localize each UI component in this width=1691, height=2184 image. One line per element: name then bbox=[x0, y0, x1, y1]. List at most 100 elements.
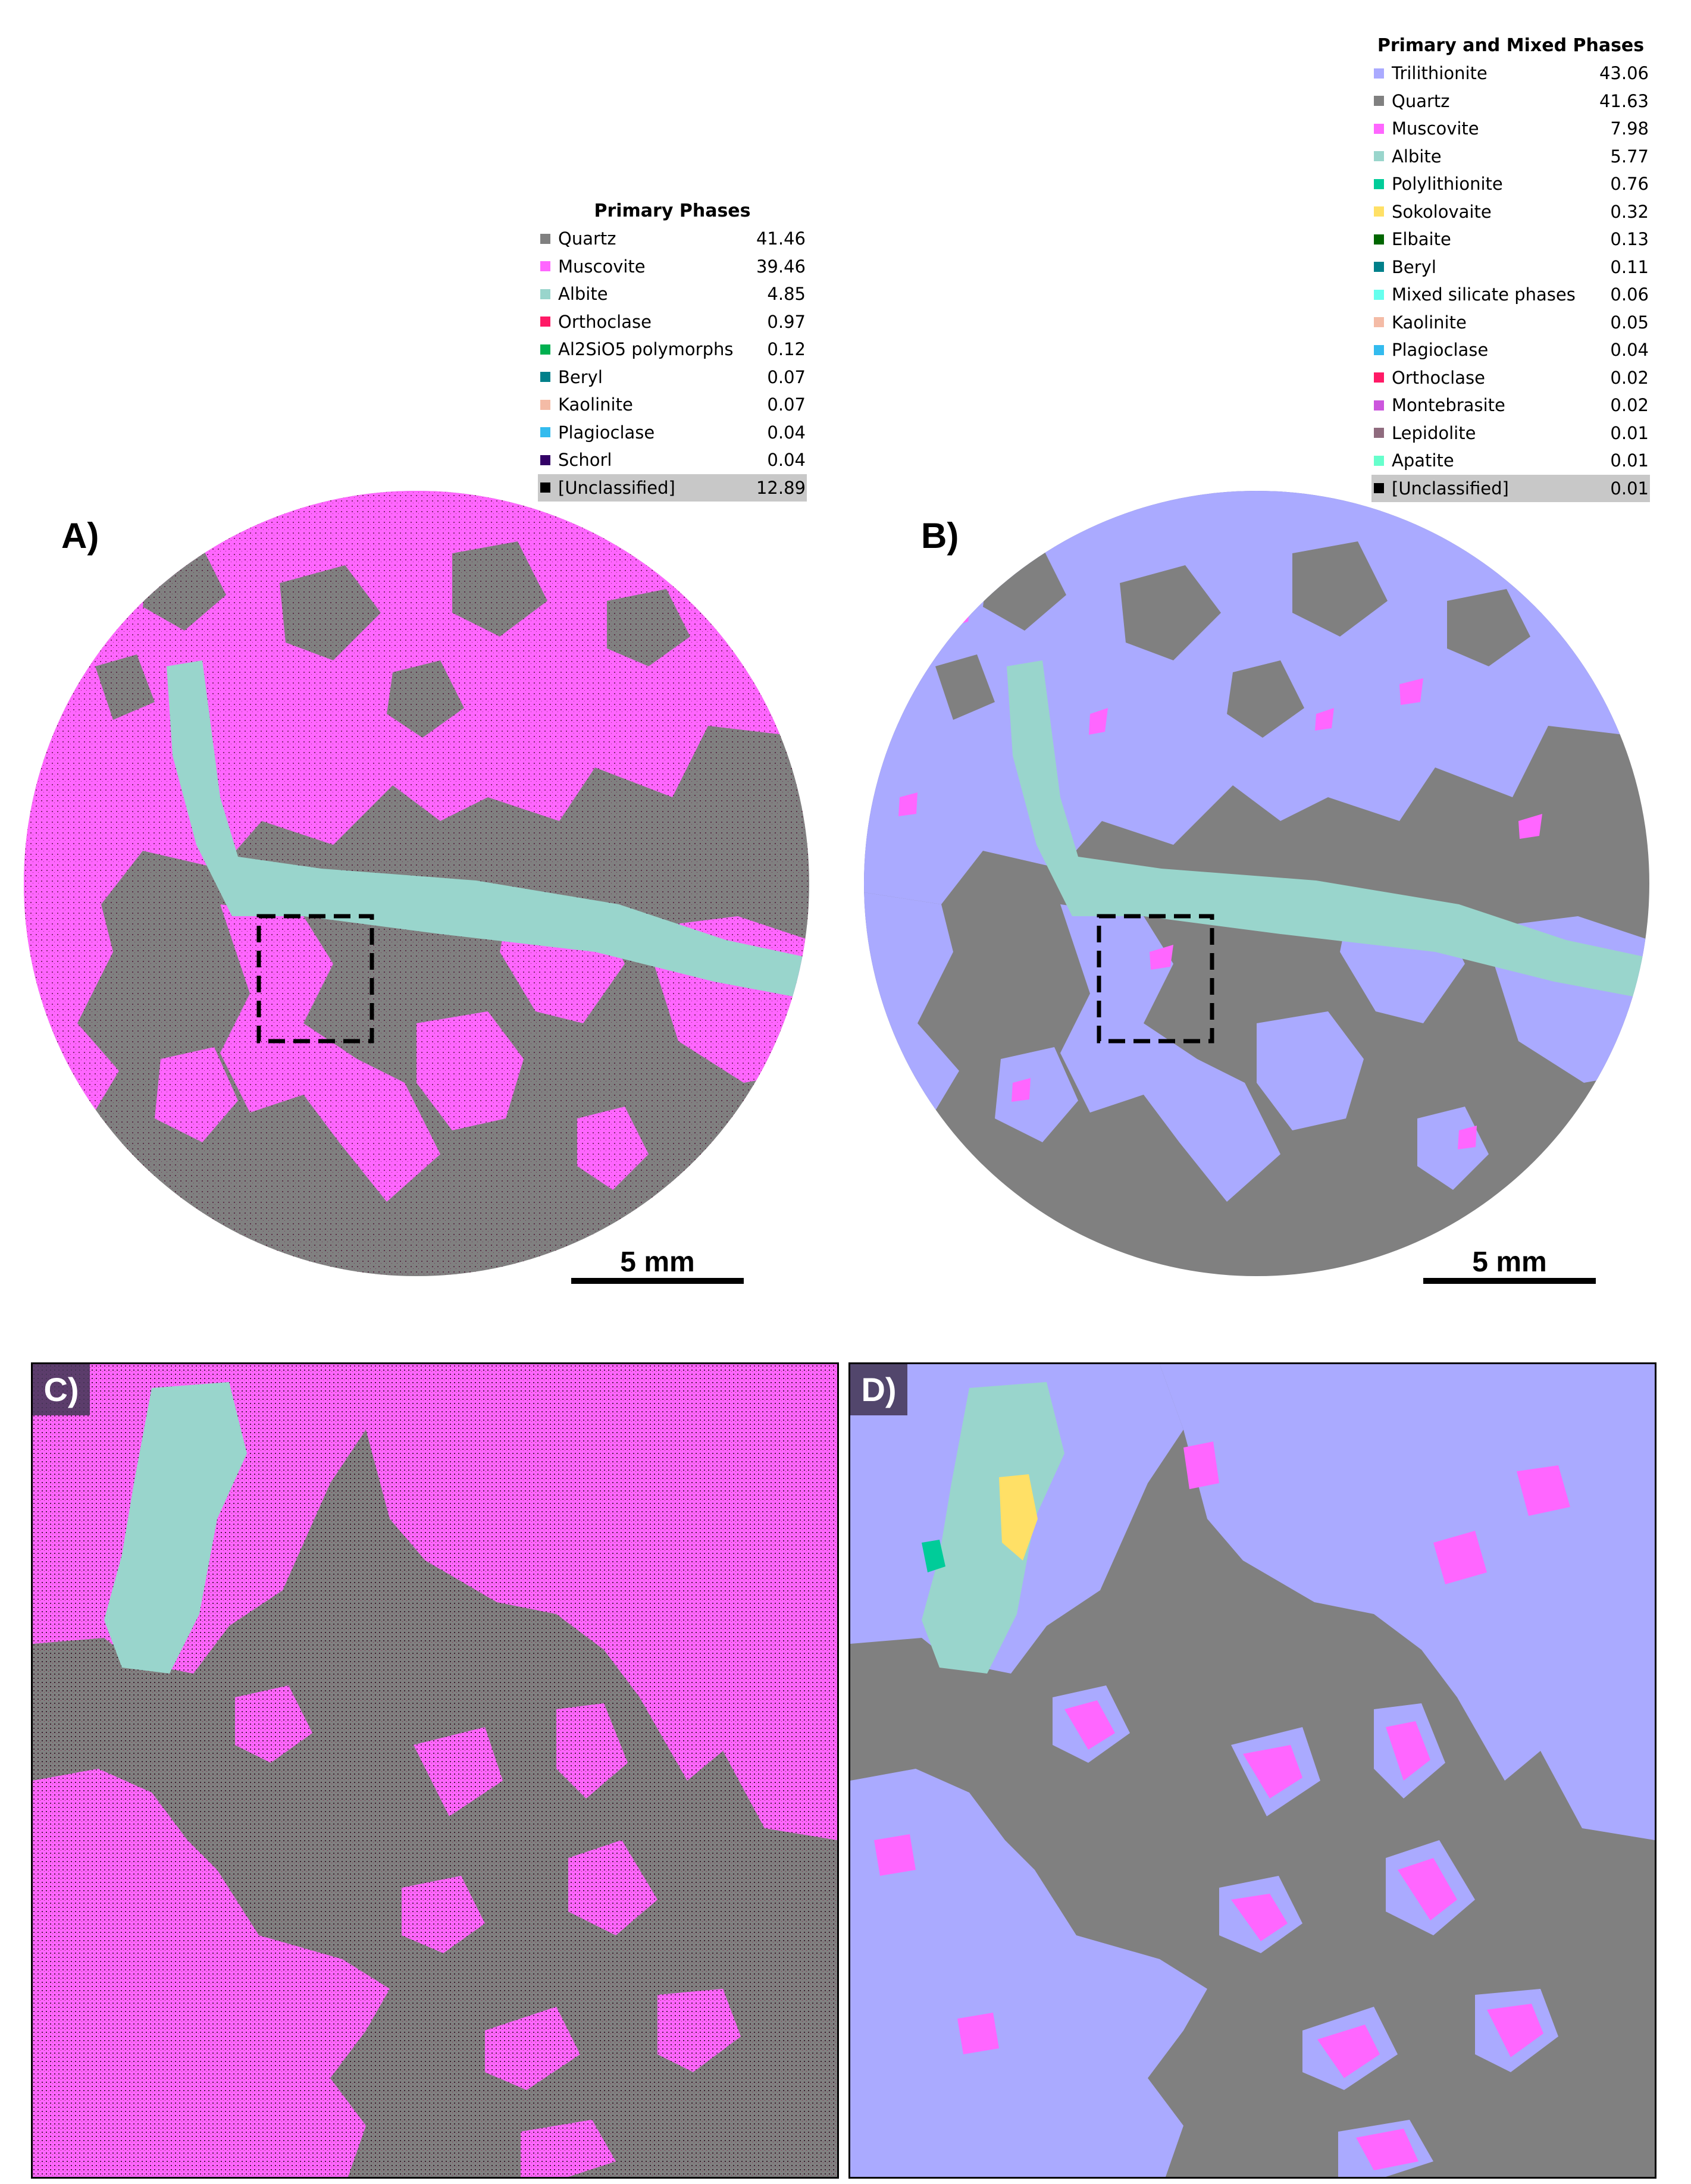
panel-label-d: D) bbox=[850, 1364, 907, 1415]
legend-swatch bbox=[1374, 483, 1384, 494]
legend-item-value: 41.46 bbox=[756, 228, 806, 249]
legend-item: Apatite 0.01 bbox=[1371, 447, 1650, 475]
legend-item: Montebrasite 0.02 bbox=[1371, 391, 1650, 419]
albite-vein bbox=[1007, 660, 1649, 999]
zoom-box-a bbox=[256, 914, 374, 1044]
legend-item: Al2SiO5 polymorphs 0.12 bbox=[538, 336, 807, 364]
phase-map-b bbox=[864, 491, 1649, 1276]
legend-item-name: Quartz bbox=[1392, 90, 1450, 111]
legend-item: Kaolinite 0.05 bbox=[1371, 309, 1650, 337]
legend-item-value: 0.97 bbox=[767, 311, 806, 332]
legend-item-name: Kaolinite bbox=[558, 394, 633, 415]
panel-label-c: C) bbox=[33, 1364, 90, 1415]
legend-item-name: Muscovite bbox=[558, 256, 646, 277]
legend-item-name: Lepidolite bbox=[1392, 422, 1476, 443]
legend-swatch bbox=[1374, 344, 1384, 355]
legend-item-name: [Unclassified] bbox=[558, 477, 675, 498]
legend-item-value: 43.06 bbox=[1599, 63, 1649, 83]
legend-swatch bbox=[1374, 68, 1384, 79]
legend-swatch bbox=[1374, 178, 1384, 189]
legend-item-value: 0.01 bbox=[1610, 422, 1649, 443]
legend-mixed-phases: Primary and Mixed Phases Trilithionite 43… bbox=[1371, 32, 1650, 502]
legend-item: Schorl 0.04 bbox=[538, 446, 807, 474]
legend-item-value: 0.05 bbox=[1610, 312, 1649, 333]
legend-swatch bbox=[540, 399, 550, 410]
legend-item: Muscovite 39.46 bbox=[538, 253, 807, 281]
legend-swatch bbox=[540, 289, 550, 299]
legend-item-name: Schorl bbox=[558, 450, 612, 470]
legend-item-name: Elbaite bbox=[1392, 229, 1451, 249]
legend-item: Lepidolite 0.01 bbox=[1371, 419, 1650, 447]
legend-swatch bbox=[1374, 234, 1384, 245]
legend-swatch bbox=[1374, 123, 1384, 134]
legend-item-value: 12.89 bbox=[756, 477, 806, 498]
scale-bar-line bbox=[1423, 1278, 1596, 1284]
legend-swatch bbox=[1374, 455, 1384, 466]
zoom-map-d bbox=[850, 1364, 1655, 2177]
legend-title: Primary Phases bbox=[594, 200, 751, 221]
legend-item-name: Montebrasite bbox=[1392, 395, 1505, 415]
legend-item-name: Albite bbox=[1392, 146, 1442, 167]
sokolovaite-grain bbox=[999, 1474, 1038, 1561]
legend-item-value: 0.01 bbox=[1610, 478, 1649, 499]
legend-swatch bbox=[1374, 317, 1384, 328]
legend-swatch bbox=[1374, 428, 1384, 438]
albite-grain bbox=[922, 1382, 1064, 1674]
muscovite-flakes bbox=[898, 601, 1615, 1149]
legend-item-value: 0.04 bbox=[767, 450, 806, 470]
legend-item: Plagioclase 0.04 bbox=[538, 419, 807, 447]
albite-grain bbox=[104, 1382, 247, 1674]
legend-item-value: 0.12 bbox=[767, 339, 806, 359]
legend-item: Trilithionite 43.06 bbox=[1371, 59, 1650, 87]
legend-item-value: 0.32 bbox=[1610, 201, 1649, 222]
legend-swatch bbox=[1374, 262, 1384, 272]
panel-label-a: A) bbox=[61, 516, 99, 556]
legend-item: Elbaite 0.13 bbox=[1371, 225, 1650, 253]
legend-item-name: Quartz bbox=[558, 228, 616, 249]
legend-rows: Trilithionite 43.06 Quartz 41.63 Muscovite 7.… bbox=[1371, 59, 1650, 502]
legend-item: Plagioclase 0.04 bbox=[1371, 336, 1650, 364]
legend-swatch bbox=[1374, 289, 1384, 300]
legend-item-name: Apatite bbox=[1392, 450, 1454, 471]
legend-item: Orthoclase 0.97 bbox=[538, 308, 807, 336]
legend-swatch bbox=[1374, 400, 1384, 411]
legend-swatch bbox=[540, 261, 550, 272]
legend-item-name: Muscovite bbox=[1392, 118, 1479, 139]
legend-item-value: 0.02 bbox=[1610, 395, 1649, 415]
zoom-box-b bbox=[1097, 914, 1214, 1044]
legend-item: Sokolovaite 0.32 bbox=[1371, 198, 1650, 226]
legend-item-name: Albite bbox=[558, 284, 608, 304]
legend-swatch bbox=[1374, 372, 1384, 383]
legend-item: Albite 4.85 bbox=[538, 280, 807, 308]
polylithionite-grain bbox=[922, 1540, 945, 1572]
legend-item: Quartz 41.63 bbox=[1371, 87, 1650, 115]
legend-item-value: 0.13 bbox=[1610, 229, 1649, 249]
legend-item-value: 4.85 bbox=[767, 284, 806, 304]
legend-item-value: 0.02 bbox=[1610, 367, 1649, 388]
legend-item-name: Trilithionite bbox=[1392, 63, 1488, 83]
albite-vein bbox=[167, 660, 809, 999]
scale-bar-a: 5 mm bbox=[571, 1247, 744, 1284]
legend-item-value: 7.98 bbox=[1610, 118, 1649, 139]
legend-swatch bbox=[540, 427, 550, 438]
legend-swatch bbox=[1374, 206, 1384, 217]
scale-bar-b: 5 mm bbox=[1423, 1247, 1596, 1284]
legend-item-name: Al2SiO5 polymorphs bbox=[558, 339, 734, 359]
zoom-panel-d: D) bbox=[848, 1362, 1656, 2179]
zoom-panel-c: C) bbox=[31, 1362, 839, 2179]
scale-bar-line bbox=[571, 1278, 744, 1284]
panel-label-b: B) bbox=[921, 516, 959, 556]
legend-swatch bbox=[540, 372, 550, 383]
legend-item-value: 0.76 bbox=[1610, 174, 1649, 194]
legend-swatch bbox=[540, 455, 550, 465]
legend-swatch bbox=[540, 482, 550, 493]
legend-swatch bbox=[1374, 151, 1384, 162]
legend-item-name: Kaolinite bbox=[1392, 312, 1467, 333]
legend-item: [Unclassified] 0.01 bbox=[1371, 474, 1650, 502]
legend-item-value: 0.04 bbox=[1610, 340, 1649, 360]
legend-item-value: 39.46 bbox=[756, 256, 806, 277]
legend-item: Mixed silicate phases 0.06 bbox=[1371, 281, 1650, 309]
legend-item-name: Orthoclase bbox=[558, 311, 652, 332]
legend-item-value: 0.01 bbox=[1610, 450, 1649, 471]
legend-item-value: 41.63 bbox=[1599, 90, 1649, 111]
